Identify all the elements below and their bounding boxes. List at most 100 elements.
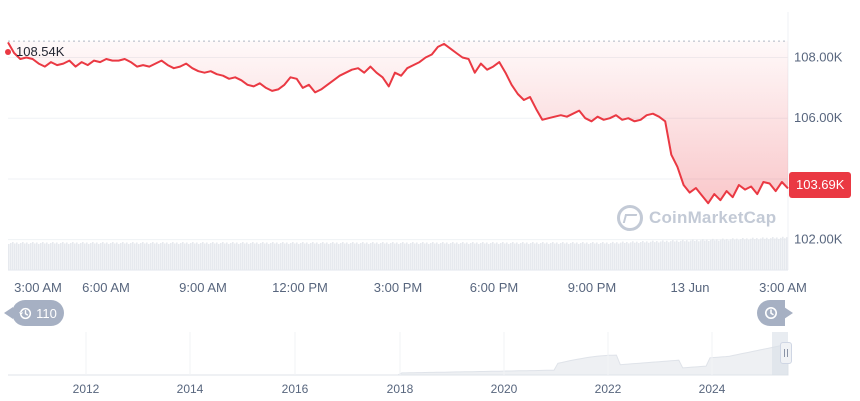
volume-bar (54, 243, 56, 270)
volume-bar (464, 243, 466, 270)
volume-bar (78, 244, 80, 270)
volume-bar (248, 244, 250, 270)
volume-bar (100, 243, 102, 270)
volume-bar (202, 242, 204, 270)
volume-bar (786, 237, 788, 270)
volume-bar (748, 239, 750, 270)
volume-bar (668, 242, 670, 270)
volume-bar (440, 243, 442, 270)
volume-bar (120, 243, 122, 270)
volume-bar (702, 239, 704, 270)
volume-bar (644, 242, 646, 270)
volume-bar (760, 238, 762, 270)
navigator-year-label: 2014 (177, 382, 204, 396)
volume-bar (450, 243, 452, 270)
volume-bar (228, 244, 230, 270)
volume-bar (744, 239, 746, 270)
volume-bar (262, 242, 264, 270)
volume-bar (322, 242, 324, 270)
volume-bar (104, 243, 106, 270)
volume-bar (490, 243, 492, 270)
volume-bar (284, 243, 286, 270)
volume-bar (498, 244, 500, 270)
volume-bar (640, 242, 642, 270)
navigator-area (8, 343, 789, 376)
volume-bar (354, 243, 356, 270)
volume-bar (728, 240, 730, 270)
volume-bar (430, 243, 432, 270)
volume-bar (436, 242, 438, 270)
volume-bar (52, 242, 54, 270)
volume-bar (766, 237, 768, 270)
volume-bar (334, 243, 336, 270)
volume-bar (256, 242, 258, 270)
volume-bar (218, 244, 220, 270)
volume-bar (352, 242, 354, 270)
volume-bar (336, 242, 338, 270)
volume-bar (632, 241, 634, 270)
volume-bar (674, 241, 676, 270)
volume-bar (108, 244, 110, 270)
volume-bar (392, 242, 394, 270)
volume-bar (770, 238, 772, 270)
volume-bar (520, 243, 522, 270)
volume-bar (462, 242, 464, 270)
volume-bar (370, 243, 372, 270)
volume-bar (642, 240, 644, 270)
volume-bar (168, 244, 170, 270)
navigator-year-label: 2022 (595, 382, 622, 396)
volume-bar (418, 244, 420, 270)
volume-bar (776, 237, 778, 270)
volume-bar (296, 242, 298, 270)
volume-bar (342, 242, 344, 270)
volume-bar (58, 244, 60, 270)
volume-bar (424, 243, 426, 270)
volume-bar (390, 243, 392, 270)
volume-bar (222, 242, 224, 270)
volume-bar (438, 244, 440, 270)
live-button[interactable] (757, 300, 793, 326)
navigator-year-label: 2024 (699, 382, 726, 396)
volume-bar (496, 242, 498, 270)
history-count: 110 (36, 305, 57, 321)
volume-bar (460, 243, 462, 270)
volume-bar (618, 243, 620, 270)
volume-bar (560, 243, 562, 270)
volume-bar (732, 238, 734, 270)
volume-bar (532, 242, 534, 270)
volume-bar (500, 243, 502, 270)
volume-bar (578, 244, 580, 270)
volume-bar (232, 242, 234, 270)
volume-bar (156, 242, 158, 270)
history-button[interactable]: 110 (4, 300, 64, 326)
volume-bar (150, 243, 152, 270)
volume-bar (328, 244, 330, 270)
volume-bar (70, 243, 72, 270)
volume-bar (594, 243, 596, 270)
volume-bar (110, 243, 112, 270)
price-area (8, 41, 788, 204)
volume-bar (364, 243, 366, 270)
volume-bar (484, 243, 486, 270)
volume-bar (660, 241, 662, 270)
volume-bar (586, 242, 588, 270)
volume-bar (44, 243, 46, 270)
volume-bar (558, 244, 560, 270)
volume-bar (278, 244, 280, 270)
volume-bar (636, 241, 638, 270)
x-tick-label: 3:00 AM (14, 280, 62, 295)
volume-bar (266, 242, 268, 270)
volume-bar (204, 243, 206, 270)
navigator-handle[interactable] (780, 342, 792, 364)
volume-bar (192, 242, 194, 270)
volume-bar (98, 244, 100, 270)
volume-bar (502, 242, 504, 270)
volume-bar (686, 240, 688, 270)
volume-bar (612, 241, 614, 270)
volume-bar (574, 243, 576, 270)
volume-bar (736, 238, 738, 270)
volume-bar (624, 243, 626, 270)
volume-bar (298, 244, 300, 270)
volume-bar (176, 242, 178, 270)
